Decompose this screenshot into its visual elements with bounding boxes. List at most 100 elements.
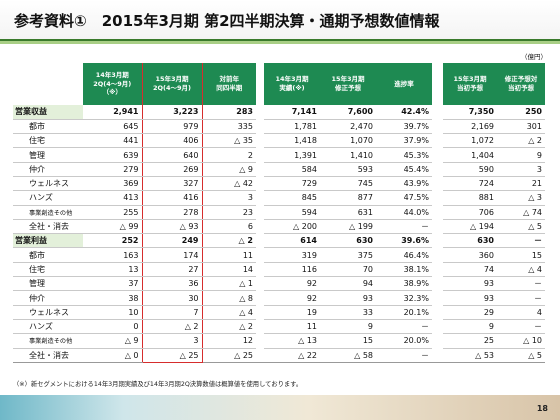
cell-value: 45.4% bbox=[376, 162, 432, 177]
table-row: 住宅 13 27 14 116 70 38.1% 74 △ 4 bbox=[13, 262, 545, 278]
header-progress: 進捗率 bbox=[376, 63, 432, 105]
cell-value: 29 bbox=[443, 305, 497, 320]
unit-label: （億円） bbox=[521, 53, 547, 61]
slide-title: 参考資料① 2015年3月期 第2四半期決算・通期予想数値情報 bbox=[14, 12, 440, 30]
cell-value: △ 2 bbox=[202, 233, 256, 249]
cell-value: △ 42 bbox=[202, 176, 256, 192]
cell-value: 375 bbox=[320, 247, 376, 263]
cell-value: 3 bbox=[202, 190, 256, 206]
row-label: ハンズ bbox=[13, 319, 83, 335]
header-14-2q: 14年3月期 2Q(4～9月) （※） bbox=[83, 63, 142, 105]
cell-value: △ 194 bbox=[443, 219, 497, 235]
footer-band bbox=[0, 395, 560, 420]
cell-value: △ 4 bbox=[497, 262, 545, 278]
cell-value: △ 3 bbox=[497, 190, 545, 206]
cell-value: △ 10 bbox=[497, 333, 545, 349]
cell-value: 630 bbox=[443, 233, 497, 249]
title-band bbox=[0, 0, 560, 41]
cell-value: 1,070 bbox=[320, 133, 376, 149]
cell-value: 92 bbox=[264, 276, 320, 292]
cell-value: △ 13 bbox=[264, 333, 320, 349]
cell-value: 163 bbox=[83, 247, 142, 263]
cell-value: 4 bbox=[497, 305, 545, 320]
cell-value: 93 bbox=[443, 290, 497, 306]
financial-table: 14年3月期 2Q(4～9月) （※） 15年3月期 2Q(4～9月) 対前年 同四半期… bbox=[13, 63, 545, 363]
table-row: ハンズ 413 416 3 845 877 47.5% 881 △ 3 bbox=[13, 190, 545, 206]
cell-value: △ 99 bbox=[83, 219, 142, 235]
cell-value: 301 bbox=[497, 119, 545, 135]
row-label: 事業創造その他 bbox=[13, 205, 83, 220]
row-label: 全社・消去 bbox=[13, 219, 83, 235]
cell-value: 360 bbox=[443, 247, 497, 263]
table-row: 仲介 38 30 △ 8 92 93 32.3% 93 － bbox=[13, 290, 545, 306]
cell-value: 584 bbox=[264, 162, 320, 177]
table-row: 管理 639 640 2 1,391 1,410 45.3% 1,404 9 bbox=[13, 147, 545, 163]
cell-value: 2 bbox=[202, 147, 256, 163]
row-label: ハンズ bbox=[13, 190, 83, 206]
cell-value: △ 25 bbox=[202, 348, 256, 363]
table-row: 事業創造その他 255 278 23 594 631 44.0% 706 △ 74 bbox=[13, 205, 545, 220]
footnote: （※）新セグメントにおける14年3月期実績及び14年3月期2Q決算数値は概算値を… bbox=[13, 381, 303, 388]
row-label: 営業収益 bbox=[13, 105, 83, 120]
cell-value: 11 bbox=[264, 319, 320, 335]
cell-value: 413 bbox=[83, 190, 142, 206]
cell-value: 93 bbox=[320, 290, 376, 306]
cell-value: 2,941 bbox=[83, 105, 142, 120]
cell-value: 37 bbox=[83, 276, 142, 292]
cell-value: 9 bbox=[443, 319, 497, 335]
cell-value: 46.4% bbox=[376, 247, 432, 263]
table-row: 全社・消去 △ 99 △ 93 6 △ 200 △ 199 － △ 194 △ 5 bbox=[13, 219, 545, 235]
cell-value: △ 25 bbox=[141, 348, 203, 363]
cell-value: 94 bbox=[320, 276, 376, 292]
cell-value: 7,600 bbox=[320, 105, 376, 120]
table-row: 営業収益 2,941 3,223 283 7,141 7,600 42.4% 7,350 250 bbox=[13, 105, 545, 120]
cell-value: 37.9% bbox=[376, 133, 432, 149]
cell-value: 39.6% bbox=[376, 233, 432, 249]
cell-value: 27 bbox=[141, 262, 203, 278]
row-label: 全社・消去 bbox=[13, 348, 83, 363]
cell-value: 881 bbox=[443, 190, 497, 206]
cell-value: 15 bbox=[497, 247, 545, 263]
cell-value: △ 35 bbox=[202, 133, 256, 149]
cell-value: △ 200 bbox=[264, 219, 320, 235]
cell-value: 729 bbox=[264, 176, 320, 192]
cell-value: △ 1 bbox=[202, 276, 256, 292]
cell-value: 845 bbox=[264, 190, 320, 206]
header-15-initial: 15年3月期 当初予想 bbox=[443, 63, 497, 105]
cell-value: 1,391 bbox=[264, 147, 320, 163]
cell-value: － bbox=[497, 233, 545, 249]
header-yoy: 対前年 同四半期 bbox=[202, 63, 256, 105]
cell-value: 14 bbox=[202, 262, 256, 278]
cell-value: 9 bbox=[320, 319, 376, 335]
table-row: 管理 37 36 △ 1 92 94 38.9% 93 － bbox=[13, 276, 545, 292]
cell-value: 269 bbox=[141, 162, 203, 177]
cell-value: 38.1% bbox=[376, 262, 432, 278]
cell-value: － bbox=[376, 319, 432, 335]
table-header-row: 14年3月期 2Q(4～9月) （※） 15年3月期 2Q(4～9月) 対前年 同四半期… bbox=[13, 63, 545, 105]
cell-value: 590 bbox=[443, 162, 497, 177]
cell-value: 174 bbox=[141, 247, 203, 263]
header-15-revised: 15年3月期 修正予想 bbox=[320, 63, 376, 105]
cell-value: 20.1% bbox=[376, 305, 432, 320]
cell-value: 319 bbox=[264, 247, 320, 263]
cell-value: 11 bbox=[202, 247, 256, 263]
cell-value: 639 bbox=[83, 147, 142, 163]
row-label: 都市 bbox=[13, 119, 83, 135]
row-label: 仲介 bbox=[13, 162, 83, 177]
cell-value: 416 bbox=[141, 190, 203, 206]
table-row: 都市 163 174 11 319 375 46.4% 360 15 bbox=[13, 247, 545, 263]
cell-value: △ 0 bbox=[83, 348, 142, 363]
cell-value: 1,404 bbox=[443, 147, 497, 163]
cell-value: 74 bbox=[443, 262, 497, 278]
cell-value: 47.5% bbox=[376, 190, 432, 206]
cell-value: － bbox=[376, 219, 432, 235]
cell-value: △ 2 bbox=[497, 133, 545, 149]
cell-value: 593 bbox=[320, 162, 376, 177]
cell-value: 249 bbox=[141, 233, 203, 249]
cell-value: 1,072 bbox=[443, 133, 497, 149]
row-label: 管理 bbox=[13, 147, 83, 163]
table-row: ハンズ 0 △ 2 △ 2 11 9 － 9 － bbox=[13, 319, 545, 335]
cell-value: △ 2 bbox=[202, 319, 256, 335]
cell-value: 33 bbox=[320, 305, 376, 320]
cell-value: △ 8 bbox=[202, 290, 256, 306]
